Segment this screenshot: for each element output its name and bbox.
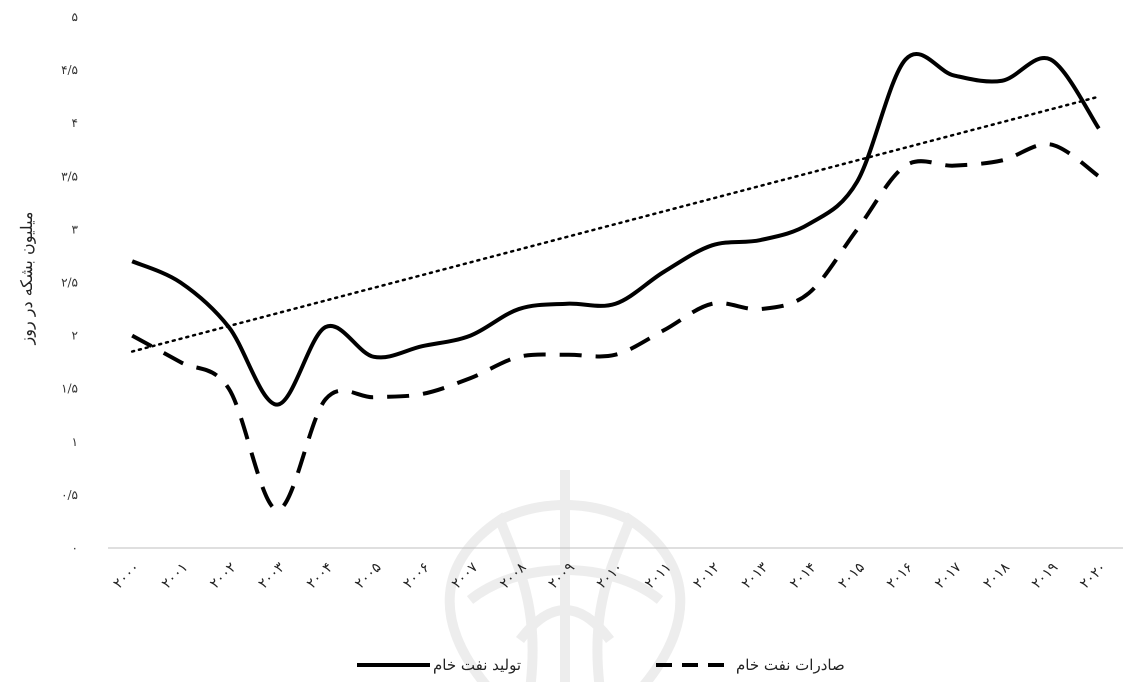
data-point [275,508,279,512]
x-tick-label: ۲۰۱۹ [1029,560,1062,593]
x-tick-label: ۲۰۰۶ [400,560,433,593]
watermark-logo [444,470,686,682]
x-tick-label: ۲۰۱۵ [835,560,868,593]
x-tick-label: ۲۰۰۴ [304,560,337,593]
y-tick-label: ۴/۵ [61,63,78,77]
legend: صادرات نفت خام تولید نفت خام [357,656,845,674]
y-axis-label: میلیون بشکه در روز [17,212,36,346]
legend-label-production: تولید نفت خام [433,656,521,674]
x-tick-label: ۲۰۱۲ [690,560,723,593]
x-tick-label: ۲۰۱۶ [884,560,917,593]
x-tick-label: ۲۰۱۷ [932,559,965,592]
y-tick-label: ۵ [72,10,78,24]
y-tick-label: ۰ [72,541,78,555]
x-tick-label: ۲۰۰۱ [159,560,192,593]
y-tick-label: ۳/۵ [61,169,78,183]
x-tick-label: ۲۰۱۸ [980,559,1013,592]
y-tick-label: ۱ [72,435,78,449]
series-line-production [131,51,1101,407]
x-tick-label: ۲۰۰۳ [255,559,288,592]
y-tick-label: ۴ [72,116,78,130]
x-tick-label: ۲۰۱۳ [739,559,772,592]
x-tick-label: ۲۰۰۰ [110,560,143,593]
y-tick-label: ۲ [72,329,78,343]
y-tick-label: ۳ [72,222,79,236]
y-tick-labels: ۰ ۰/۵ ۱ ۱/۵ ۲ ۲/۵ ۳ ۳/۵ ۴ ۴/۵ ۵ [61,10,78,555]
data-point [517,355,521,359]
y-tick-label: ۲/۵ [61,276,78,290]
series-line-export [131,142,1101,512]
x-tick-label: ۲۰۰۵ [352,560,385,593]
y-tick-label: ۱/۵ [61,382,78,396]
data-point [904,164,908,168]
x-tick-label: ۲۰۲۰ [1077,560,1110,593]
y-tick-label: ۰/۵ [61,488,78,502]
legend-label-export: صادرات نفت خام [736,656,845,674]
x-tick-label: ۲۰۱۴ [787,560,820,593]
trendline [130,95,1101,353]
data-point [759,307,763,311]
x-tick-label: ۲۰۰۲ [207,560,240,593]
series-layer [130,51,1101,512]
